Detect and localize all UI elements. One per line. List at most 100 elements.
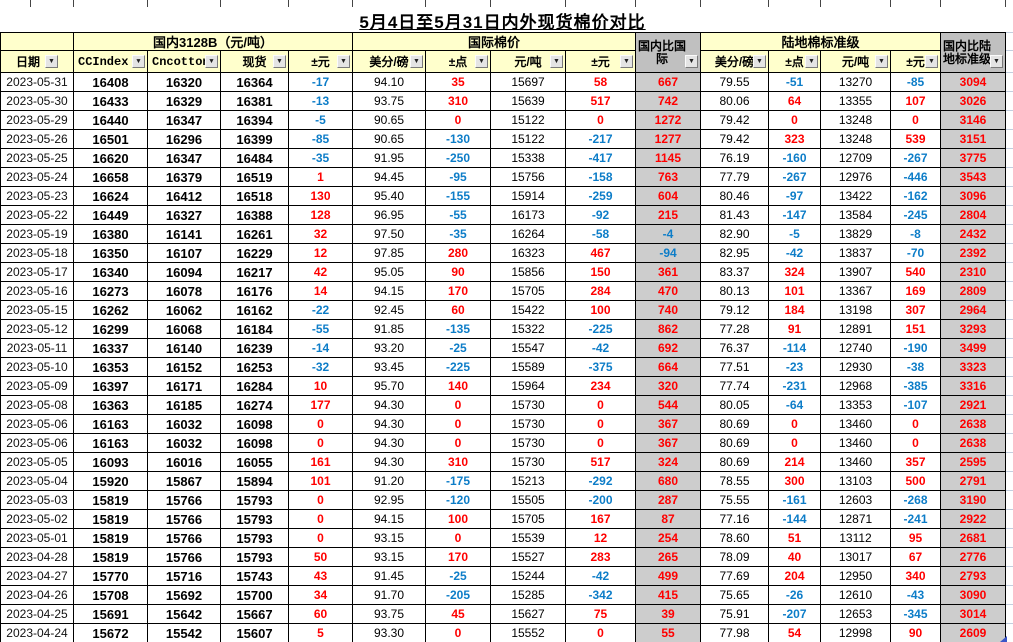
cell-spot-chg[interactable]: -35	[289, 149, 353, 168]
cell-date[interactable]: 2023-05-18	[1, 244, 74, 263]
cell-intl-cents[interactable]: 91.85	[353, 320, 426, 339]
cell-up-pts[interactable]: 40	[769, 548, 821, 567]
cell-dom-vs-intl[interactable]: 55	[636, 624, 701, 642]
cell-up-pts[interactable]: 64	[769, 92, 821, 111]
cell-intl-cents[interactable]: 94.30	[353, 396, 426, 415]
cell-cncotton[interactable]: 15766	[148, 548, 221, 567]
cell-intl-pts[interactable]: -120	[426, 491, 491, 510]
cell-intl-cents[interactable]: 91.70	[353, 586, 426, 605]
cell-up-pts[interactable]: -231	[769, 377, 821, 396]
cell-intl-yuan-chg[interactable]: -417	[566, 149, 636, 168]
cell-cncotton[interactable]: 16032	[148, 415, 221, 434]
cell-intl-yuan[interactable]: 15730	[491, 396, 566, 415]
cell-ccindex[interactable]: 16262	[74, 301, 148, 320]
cell-ccindex[interactable]: 15819	[74, 491, 148, 510]
cell-intl-yuan-chg[interactable]: -217	[566, 130, 636, 149]
cell-date[interactable]: 2023-04-26	[1, 586, 74, 605]
cell-spot-chg[interactable]: -13	[289, 92, 353, 111]
filter-dropdown-icon[interactable]: ▼	[337, 55, 350, 68]
cell-intl-cents[interactable]: 94.15	[353, 510, 426, 529]
cell-dom-vs-upland[interactable]: 3090	[941, 586, 1006, 605]
cell-up-cents[interactable]: 76.37	[701, 339, 769, 358]
cell-up-cents[interactable]: 77.51	[701, 358, 769, 377]
cell-spot-chg[interactable]: -17	[289, 73, 353, 92]
cell-dom-vs-upland[interactable]: 2804	[941, 206, 1006, 225]
cell-spot-chg[interactable]: 101	[289, 472, 353, 491]
cell-intl-yuan-chg[interactable]: 467	[566, 244, 636, 263]
cell-intl-pts[interactable]: 60	[426, 301, 491, 320]
cell-ccindex[interactable]: 16337	[74, 339, 148, 358]
cell-intl-pts[interactable]: -55	[426, 206, 491, 225]
cell-intl-yuan[interactable]: 15422	[491, 301, 566, 320]
cell-dom-vs-intl[interactable]: 664	[636, 358, 701, 377]
cell-intl-pts[interactable]: 0	[426, 624, 491, 642]
cell-up-cents[interactable]: 80.13	[701, 282, 769, 301]
cell-intl-yuan-chg[interactable]: -259	[566, 187, 636, 206]
cell-spot[interactable]: 15793	[221, 529, 289, 548]
cell-up-cents[interactable]: 75.91	[701, 605, 769, 624]
cell-intl-yuan-chg[interactable]: 150	[566, 263, 636, 282]
cell-up-yuan[interactable]: 12653	[821, 605, 891, 624]
cell-dom-vs-upland[interactable]: 3190	[941, 491, 1006, 510]
cell-dom-vs-intl[interactable]: 862	[636, 320, 701, 339]
cell-dom-vs-upland[interactable]: 2809	[941, 282, 1006, 301]
cell-spot-chg[interactable]: -22	[289, 301, 353, 320]
cell-intl-pts[interactable]: -95	[426, 168, 491, 187]
cell-ccindex[interactable]: 16501	[74, 130, 148, 149]
cell-up-yuan[interactable]: 13422	[821, 187, 891, 206]
cell-dom-vs-upland[interactable]: 2791	[941, 472, 1006, 491]
cell-cncotton[interactable]: 16016	[148, 453, 221, 472]
cell-intl-cents[interactable]: 91.20	[353, 472, 426, 491]
cell-up-pts[interactable]: -161	[769, 491, 821, 510]
cell-intl-cents[interactable]: 91.45	[353, 567, 426, 586]
cell-intl-yuan[interactable]: 15589	[491, 358, 566, 377]
cell-intl-pts[interactable]: 170	[426, 282, 491, 301]
filter-dropdown-icon[interactable]: ▼	[685, 55, 698, 68]
cell-intl-yuan[interactable]: 15122	[491, 130, 566, 149]
cell-up-pts[interactable]: -97	[769, 187, 821, 206]
cell-dom-vs-upland[interactable]: 2595	[941, 453, 1006, 472]
cell-up-yuan[interactable]: 13837	[821, 244, 891, 263]
cell-spot-chg[interactable]: 177	[289, 396, 353, 415]
cell-cncotton[interactable]: 16412	[148, 187, 221, 206]
cell-dom-vs-upland[interactable]: 2432	[941, 225, 1006, 244]
cell-intl-yuan-chg[interactable]: 12	[566, 529, 636, 548]
cell-dom-vs-intl[interactable]: 87	[636, 510, 701, 529]
cell-intl-yuan[interactable]: 15505	[491, 491, 566, 510]
cell-ccindex[interactable]: 16163	[74, 434, 148, 453]
cell-spot[interactable]: 16162	[221, 301, 289, 320]
cell-intl-yuan-chg[interactable]: 517	[566, 453, 636, 472]
cell-dom-vs-intl[interactable]: 680	[636, 472, 701, 491]
cell-dom-vs-upland[interactable]: 2793	[941, 567, 1006, 586]
cell-intl-yuan-chg[interactable]: -200	[566, 491, 636, 510]
cell-ccindex[interactable]: 16624	[74, 187, 148, 206]
cell-spot[interactable]: 16518	[221, 187, 289, 206]
cell-intl-yuan[interactable]: 16173	[491, 206, 566, 225]
cell-up-yuan-chg[interactable]: -8	[891, 225, 941, 244]
cell-intl-yuan[interactable]: 15730	[491, 453, 566, 472]
cell-date[interactable]: 2023-05-10	[1, 358, 74, 377]
cell-up-cents[interactable]: 77.16	[701, 510, 769, 529]
cell-intl-yuan[interactable]: 15213	[491, 472, 566, 491]
cell-intl-cents[interactable]: 94.30	[353, 434, 426, 453]
cell-up-yuan[interactable]: 12968	[821, 377, 891, 396]
cell-cncotton[interactable]: 16327	[148, 206, 221, 225]
cell-up-yuan[interactable]: 13584	[821, 206, 891, 225]
cell-date[interactable]: 2023-05-16	[1, 282, 74, 301]
cell-up-cents[interactable]: 80.46	[701, 187, 769, 206]
cell-spot[interactable]: 16239	[221, 339, 289, 358]
cell-up-yuan[interactable]: 13017	[821, 548, 891, 567]
cell-cncotton[interactable]: 15642	[148, 605, 221, 624]
cell-spot-chg[interactable]: 42	[289, 263, 353, 282]
cell-intl-cents[interactable]: 93.45	[353, 358, 426, 377]
cell-up-yuan[interactable]: 12998	[821, 624, 891, 642]
cell-up-cents[interactable]: 80.69	[701, 415, 769, 434]
cell-dom-vs-upland[interactable]: 2776	[941, 548, 1006, 567]
cell-spot-chg[interactable]: 0	[289, 415, 353, 434]
selection-fill-handle[interactable]	[1000, 636, 1007, 642]
cell-intl-pts[interactable]: 90	[426, 263, 491, 282]
cell-dom-vs-upland[interactable]: 2964	[941, 301, 1006, 320]
cell-dom-vs-intl[interactable]: 667	[636, 73, 701, 92]
cell-intl-pts[interactable]: 0	[426, 415, 491, 434]
cell-up-yuan-chg[interactable]: -268	[891, 491, 941, 510]
